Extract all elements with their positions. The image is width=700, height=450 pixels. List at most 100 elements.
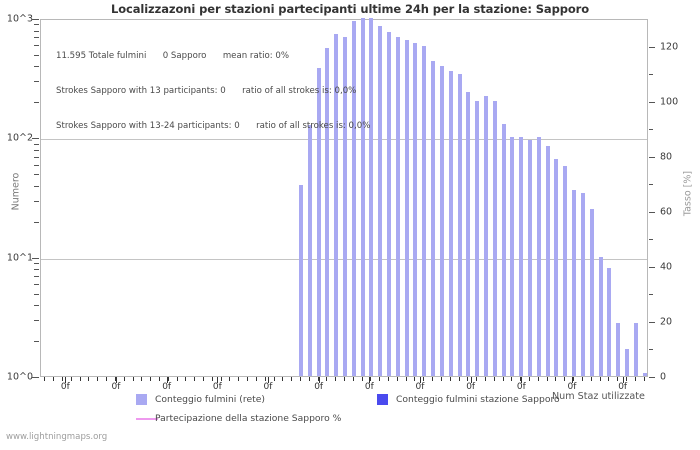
x-tick: [62, 377, 64, 381]
bar: [519, 137, 524, 376]
y-tick-minor-left: [34, 305, 39, 307]
y-tick-minor-left: [34, 320, 39, 322]
x-tick-label: 0f: [111, 382, 121, 392]
x-tick: [247, 377, 249, 381]
legend-swatch-network: [136, 394, 147, 405]
y-tick-label-right: 120: [660, 41, 679, 53]
annotation-line-3: Strokes Sapporo with 13-24 participants:…: [56, 120, 371, 131]
y-tick-minor-left: [34, 276, 39, 278]
x-tick: [203, 377, 204, 381]
x-tick: [467, 377, 469, 381]
y-tick-label-left: 10^2: [6, 132, 33, 144]
x-tick: [158, 377, 160, 381]
x-tick: [546, 377, 548, 381]
x-tick: [458, 377, 460, 381]
x-tick: [211, 377, 213, 381]
bar: [307, 124, 312, 376]
y-tick-minor-right: [649, 349, 653, 351]
x-tick: [564, 377, 566, 381]
bar: [431, 60, 436, 376]
x-tick: [282, 377, 284, 381]
y-tick-left: [32, 377, 39, 378]
bar: [334, 33, 339, 376]
y-tick-label-left: 10^3: [6, 13, 33, 25]
legend-swatch-station: [377, 394, 388, 405]
bar: [475, 101, 480, 376]
bar: [343, 36, 347, 376]
x-tick: [106, 377, 108, 381]
y-tick-minor-left: [34, 143, 39, 145]
x-tick-major: [116, 377, 117, 383]
bar: [457, 73, 462, 376]
x-tick: [352, 377, 354, 381]
num-stations-label: Num Staz utilizzate: [552, 391, 645, 402]
legend-item-participation[interactable]: Partecipazione della stazione Sapporo %: [136, 413, 341, 424]
bar-series-network: [41, 18, 647, 376]
x-tick-major: [521, 377, 523, 383]
bar: [378, 25, 383, 376]
x-tick: [423, 377, 425, 381]
y-tick-minor-left: [34, 284, 39, 286]
y-tick-minor-right: [649, 184, 653, 186]
x-tick: [44, 377, 46, 381]
x-tick: [414, 377, 416, 381]
bar: [642, 373, 647, 376]
y-tick-minor-left: [34, 24, 39, 26]
x-tick: [123, 377, 125, 381]
x-tick: [396, 377, 398, 381]
x-tick-label: 0f: [466, 382, 476, 392]
x-tick: [379, 377, 381, 381]
x-tick: [573, 377, 575, 381]
y-tick-minor-left: [34, 185, 39, 187]
legend-item-station[interactable]: Conteggio fulmini stazione Sapporo: [377, 394, 560, 405]
chart-legend: Conteggio fulmini (rete) Conteggio fulmi…: [0, 390, 700, 430]
x-tick: [229, 377, 231, 381]
y-tick-minor-left: [34, 263, 39, 265]
legend-label-participation: Partecipazione della stazione Sapporo %: [155, 413, 342, 424]
x-tick: [317, 377, 319, 381]
bar: [422, 46, 427, 376]
x-tick: [449, 377, 451, 381]
y-tick-left: [32, 138, 39, 140]
bar: [563, 166, 568, 376]
y-tick-minor-left: [34, 37, 39, 39]
x-tick: [405, 377, 407, 381]
legend-label-network: Conteggio fulmini (rete): [155, 394, 265, 405]
chart-title: Localizzazoni per stazioni partecipanti …: [110, 2, 590, 16]
bar: [545, 145, 550, 376]
x-tick: [484, 377, 486, 381]
x-axis-ticks: [40, 377, 648, 383]
legend-label-station: Conteggio fulmini stazione Sapporo: [396, 394, 560, 405]
x-tick: [220, 377, 222, 381]
y-tick-right: [649, 377, 655, 378]
y-tick-minor-right: [649, 74, 653, 76]
x-tick: [97, 377, 99, 381]
y-tick-right: [649, 321, 655, 323]
x-tick: [529, 377, 531, 381]
x-tick: [176, 377, 178, 381]
y-tick-minor-left: [34, 66, 39, 68]
x-tick: [238, 377, 240, 381]
x-tick: [581, 377, 583, 381]
x-tick-major: [65, 377, 67, 383]
x-tick-label: 0f: [212, 382, 222, 392]
x-tick: [194, 377, 196, 381]
y-tick-label-left: 10^1: [6, 252, 33, 264]
x-tick-major: [622, 377, 624, 383]
bar: [351, 21, 356, 376]
y-tick-label-right: 20: [660, 316, 673, 328]
y-tick-label-left: 10^0: [6, 371, 33, 383]
x-tick: [185, 377, 187, 381]
y-tick-right: [649, 46, 655, 48]
x-tick: [132, 377, 134, 381]
bar: [369, 18, 374, 376]
x-tick: [388, 377, 390, 381]
x-tick: [493, 377, 495, 381]
y-tick-right: [649, 156, 655, 158]
y-tick-left: [32, 19, 39, 20]
x-tick-major: [572, 377, 573, 383]
annotation-block: 11.595 Totale fulmini 0 Sapporo mean rat…: [56, 28, 370, 156]
x-tick: [617, 377, 619, 381]
legend-item-network[interactable]: Conteggio fulmini (rete): [136, 394, 265, 405]
bar: [572, 190, 577, 376]
